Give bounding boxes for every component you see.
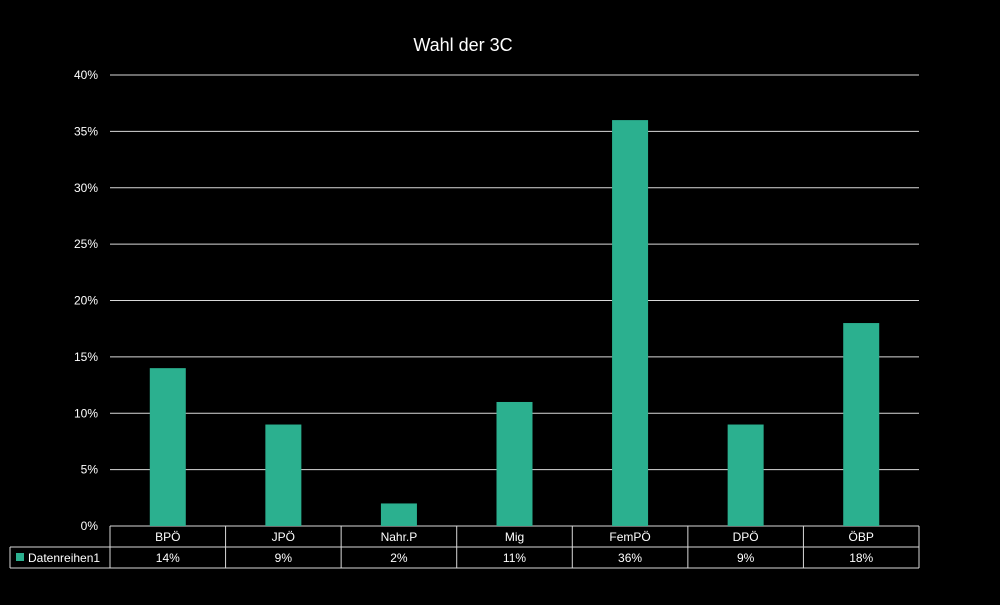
y-tick-label: 5% — [81, 463, 99, 477]
y-tick-label: 30% — [74, 181, 98, 195]
bar — [149, 368, 186, 526]
data-label: 14% — [156, 551, 180, 565]
chart-title: Wahl der 3C — [413, 35, 512, 55]
data-label: 2% — [390, 551, 408, 565]
y-tick-label: 10% — [74, 406, 98, 420]
category-label: Mig — [505, 530, 524, 544]
bar — [727, 424, 764, 526]
data-label: 11% — [503, 551, 526, 565]
bar — [380, 503, 417, 526]
bar — [265, 424, 302, 526]
bar — [612, 120, 649, 526]
data-label: 18% — [849, 551, 873, 565]
data-label: 9% — [737, 551, 755, 565]
y-axis-ticks: 0% 5% 10% 15% 20% 25% 30% 35% 40% — [74, 68, 98, 533]
data-label: 9% — [275, 551, 293, 565]
category-label: BPÖ — [155, 530, 180, 544]
y-tick-label: 15% — [74, 350, 98, 364]
category-label: FemPÖ — [609, 530, 650, 544]
legend-swatch — [16, 553, 24, 561]
category-label: DPÖ — [733, 530, 759, 544]
bar — [496, 401, 533, 526]
y-tick-label: 20% — [74, 294, 98, 308]
y-tick-label: 35% — [74, 124, 98, 138]
y-tick-label: 25% — [74, 237, 98, 251]
y-tick-label: 0% — [81, 519, 99, 533]
data-label: 36% — [618, 551, 642, 565]
category-label: JPÖ — [272, 530, 295, 544]
data-table: BPÖ 14% JPÖ 9% Nahr.P 2% Mig 11% FemPÖ 36% DPÖ 9% ÖB… — [9, 526, 920, 569]
gridlines — [110, 74, 919, 527]
y-tick-label: 40% — [74, 68, 98, 82]
legend-label: Datenreihen1 — [28, 551, 100, 565]
category-label: Nahr.P — [381, 530, 418, 544]
bar — [843, 323, 880, 526]
bars — [149, 120, 880, 526]
category-label: ÖBP — [849, 530, 874, 544]
